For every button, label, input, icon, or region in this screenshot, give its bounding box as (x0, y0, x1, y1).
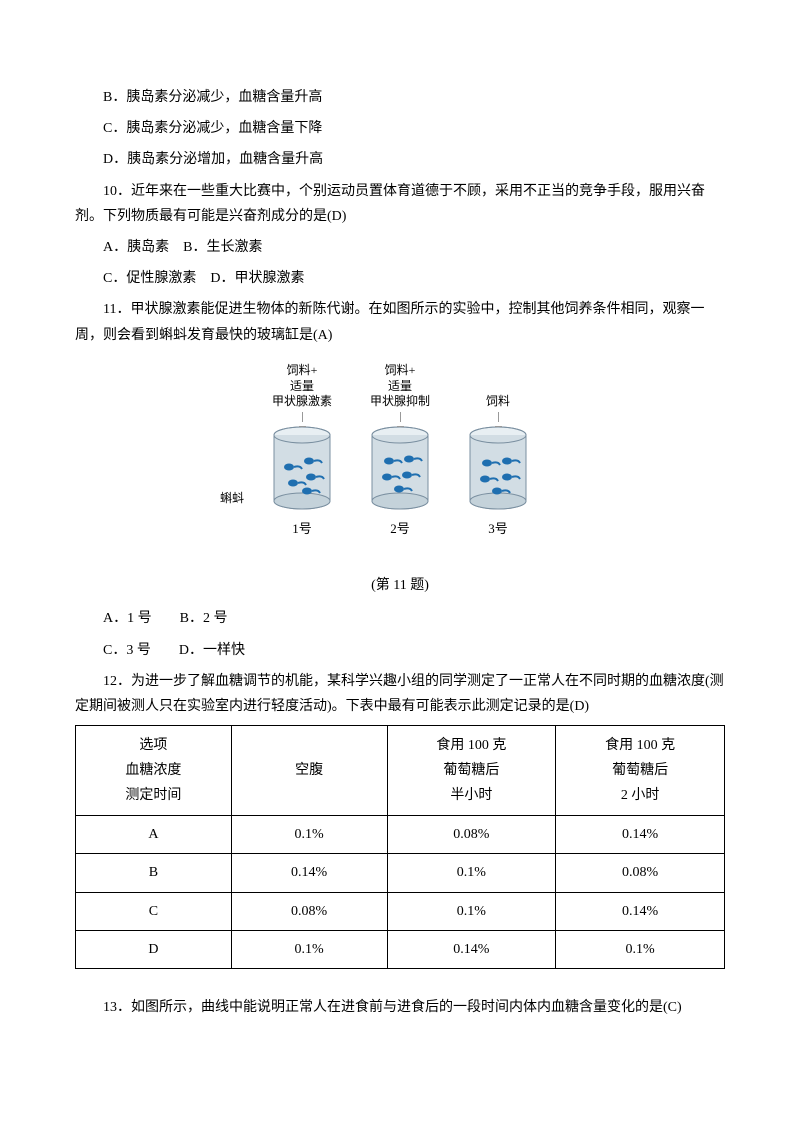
header-col2: 空腹 (231, 726, 387, 816)
figure-caption-11: (第 11 题) (75, 573, 725, 598)
question-12: 12．为进一步了解血糖调节的机能，某科学兴趣小组的同学测定了一正常人在不同时期的… (75, 669, 725, 719)
jar2-number: 2号 (390, 517, 410, 540)
option-c: C．胰岛素分泌减少，血糖含量下降 (75, 116, 725, 141)
row-b-label: B (76, 854, 232, 892)
row-d-label: D (76, 930, 232, 968)
q11-options-ab: A．1 号 B．2 号 (75, 606, 725, 631)
jar2-label-1: 饲料+ (385, 363, 416, 379)
row-a-label: A (76, 816, 232, 854)
header-col1: 选项 血糖浓度 测定时间 (76, 726, 232, 816)
row-c-c1: 0.08% (231, 892, 387, 930)
table-row: D 0.1% 0.14% 0.1% (76, 930, 725, 968)
question-13: 13．如图所示，曲线中能说明正常人在进食前与进食后的一段时间内体内血糖含量变化的… (75, 995, 725, 1020)
table-row: B 0.14% 0.1% 0.08% (76, 854, 725, 892)
header-col4: 食用 100 克 葡萄糖后 2 小时 (556, 726, 725, 816)
jar-diagram: 饲料+ 适量 甲状腺激素 1号 (75, 356, 725, 566)
jar-1-svg (267, 425, 337, 513)
jar2-label-3: 甲状腺抑制 (370, 394, 430, 410)
row-d-c1: 0.1% (231, 930, 387, 968)
jar3-number: 3号 (488, 517, 508, 540)
jar-3: 饲料 3号 (463, 356, 533, 540)
row-a-c3: 0.14% (556, 816, 725, 854)
option-d: D．胰岛素分泌增加，血糖含量升高 (75, 147, 725, 172)
row-b-c2: 0.1% (387, 854, 556, 892)
q10-options-cd: C．促性腺激素 D．甲状腺激素 (75, 266, 725, 291)
jar1-label-2: 适量 (290, 379, 314, 395)
jar-2: 饲料+ 适量 甲状腺抑制 2号 (365, 356, 435, 540)
jar-1: 饲料+ 适量 甲状腺激素 1号 (267, 356, 337, 540)
q11-options-cd: C．3 号 D．一样快 (75, 638, 725, 663)
row-c-label: C (76, 892, 232, 930)
table-header-row: 选项 血糖浓度 测定时间 空腹 食用 100 克 葡萄糖后 半小时 食用 100… (76, 726, 725, 816)
row-c-c2: 0.1% (387, 892, 556, 930)
question-11: 11．甲状腺激素能促进生物体的新陈代谢。在如图所示的实验中，控制其他饲养条件相同… (75, 297, 725, 347)
row-c-c3: 0.14% (556, 892, 725, 930)
jar2-label-2: 适量 (388, 379, 412, 395)
jar-2-svg (365, 425, 435, 513)
row-b-c3: 0.08% (556, 854, 725, 892)
jar1-number: 1号 (292, 517, 312, 540)
row-b-c1: 0.14% (231, 854, 387, 892)
blood-sugar-table: 选项 血糖浓度 测定时间 空腹 食用 100 克 葡萄糖后 半小时 食用 100… (75, 725, 725, 969)
jar1-label-1: 饲料+ (287, 363, 318, 379)
option-b: B．胰岛素分泌减少，血糖含量升高 (75, 85, 725, 110)
row-a-c2: 0.08% (387, 816, 556, 854)
jar3-label-1: 饲料 (486, 394, 510, 410)
row-d-c3: 0.1% (556, 930, 725, 968)
row-d-c2: 0.14% (387, 930, 556, 968)
question-10: 10．近年来在一些重大比赛中，个别运动员置体育道德于不顾，采用不正当的竞争手段，… (75, 179, 725, 229)
table-row: A 0.1% 0.08% 0.14% (76, 816, 725, 854)
tadpole-side-label: 蝌蚪 (220, 491, 244, 505)
q10-options-ab: A．胰岛素 B．生长激素 (75, 235, 725, 260)
header-col3: 食用 100 克 葡萄糖后 半小时 (387, 726, 556, 816)
table-row: C 0.08% 0.1% 0.14% (76, 892, 725, 930)
jar1-label-3: 甲状腺激素 (272, 394, 332, 410)
row-a-c1: 0.1% (231, 816, 387, 854)
jar-3-svg (463, 425, 533, 513)
